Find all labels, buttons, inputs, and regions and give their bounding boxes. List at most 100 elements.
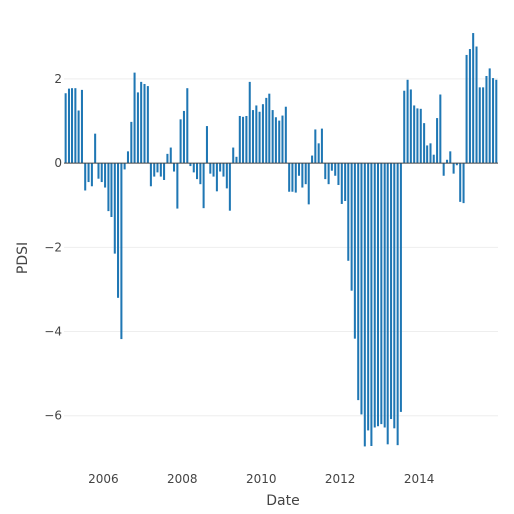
bar xyxy=(351,163,353,291)
bar xyxy=(482,87,484,163)
bar xyxy=(101,163,103,182)
bar xyxy=(328,163,330,184)
y-tick-label: −6 xyxy=(44,409,62,423)
bar xyxy=(65,93,67,163)
bar xyxy=(186,88,188,163)
bar xyxy=(68,89,70,164)
bar xyxy=(360,163,362,414)
bar xyxy=(114,163,116,254)
x-tick-label: 2014 xyxy=(404,472,435,486)
bar xyxy=(429,143,431,163)
bar xyxy=(291,163,293,192)
bar xyxy=(341,163,343,204)
bar xyxy=(107,163,109,211)
bar xyxy=(370,163,372,446)
bar xyxy=(466,55,468,163)
bar xyxy=(110,163,112,217)
bar xyxy=(222,163,224,176)
bar xyxy=(324,163,326,179)
bar xyxy=(78,111,80,164)
y-tick-labels: −6 −4 −2 0 2 xyxy=(44,72,62,423)
bar xyxy=(130,122,132,163)
bar xyxy=(268,94,270,163)
bar xyxy=(180,119,182,163)
bar xyxy=(459,163,461,202)
bar xyxy=(255,105,257,163)
bar xyxy=(449,151,451,163)
bar xyxy=(423,123,425,163)
y-gridlines xyxy=(64,79,498,416)
bar xyxy=(331,163,333,171)
bar xyxy=(124,163,126,169)
bar xyxy=(173,163,175,171)
bar xyxy=(485,76,487,163)
bar xyxy=(104,163,106,187)
bar xyxy=(176,163,178,208)
bar xyxy=(209,163,211,174)
bar xyxy=(311,156,313,164)
y-tick-label: 2 xyxy=(54,72,62,86)
bar xyxy=(420,109,422,163)
bar xyxy=(156,163,158,172)
bar xyxy=(196,163,198,179)
bar xyxy=(433,155,435,163)
bar xyxy=(301,163,303,187)
bar xyxy=(469,49,471,163)
bar xyxy=(308,163,310,204)
bar xyxy=(235,157,237,163)
bar xyxy=(127,151,129,163)
bar xyxy=(305,163,307,184)
bar xyxy=(492,78,494,163)
bar xyxy=(262,104,264,163)
bar xyxy=(160,163,162,176)
bar xyxy=(476,47,478,164)
bar xyxy=(94,134,96,163)
y-tick-label: −2 xyxy=(44,240,62,254)
bar xyxy=(166,154,168,163)
bar xyxy=(232,148,234,164)
bar xyxy=(390,163,392,419)
bar xyxy=(97,163,99,179)
x-tick-labels: 2006 2008 2010 2012 2014 xyxy=(88,472,434,486)
bar xyxy=(318,143,320,163)
bar xyxy=(219,163,221,171)
bar xyxy=(216,163,218,191)
bar xyxy=(117,163,119,298)
x-tick-label: 2006 xyxy=(88,472,119,486)
bar xyxy=(74,88,76,163)
bar xyxy=(150,163,152,186)
bar xyxy=(384,163,386,427)
bar xyxy=(153,163,155,176)
bar xyxy=(426,145,428,163)
bar xyxy=(81,90,83,163)
bar xyxy=(334,163,336,176)
bar xyxy=(226,163,228,188)
bar xyxy=(120,163,122,339)
bar xyxy=(400,163,402,412)
bar xyxy=(163,163,165,180)
bar xyxy=(272,110,274,163)
bar xyxy=(347,163,349,261)
bar xyxy=(134,73,136,163)
bar xyxy=(203,163,205,208)
bar xyxy=(288,163,290,192)
bar xyxy=(337,163,339,185)
bar xyxy=(281,116,283,164)
bar xyxy=(199,163,201,184)
bar xyxy=(91,163,93,186)
bar xyxy=(265,98,267,163)
bar xyxy=(147,86,149,163)
bar xyxy=(472,33,474,163)
bar xyxy=(170,148,172,164)
bar xyxy=(84,163,86,190)
bar xyxy=(193,163,195,172)
bar xyxy=(321,129,323,164)
y-axis-title: PDSI xyxy=(15,242,31,274)
bar xyxy=(275,117,277,163)
bar xyxy=(229,163,231,211)
bar xyxy=(295,163,297,192)
bar xyxy=(407,80,409,163)
bar xyxy=(489,68,491,163)
bar xyxy=(403,91,405,163)
x-tick-label: 2010 xyxy=(246,472,277,486)
